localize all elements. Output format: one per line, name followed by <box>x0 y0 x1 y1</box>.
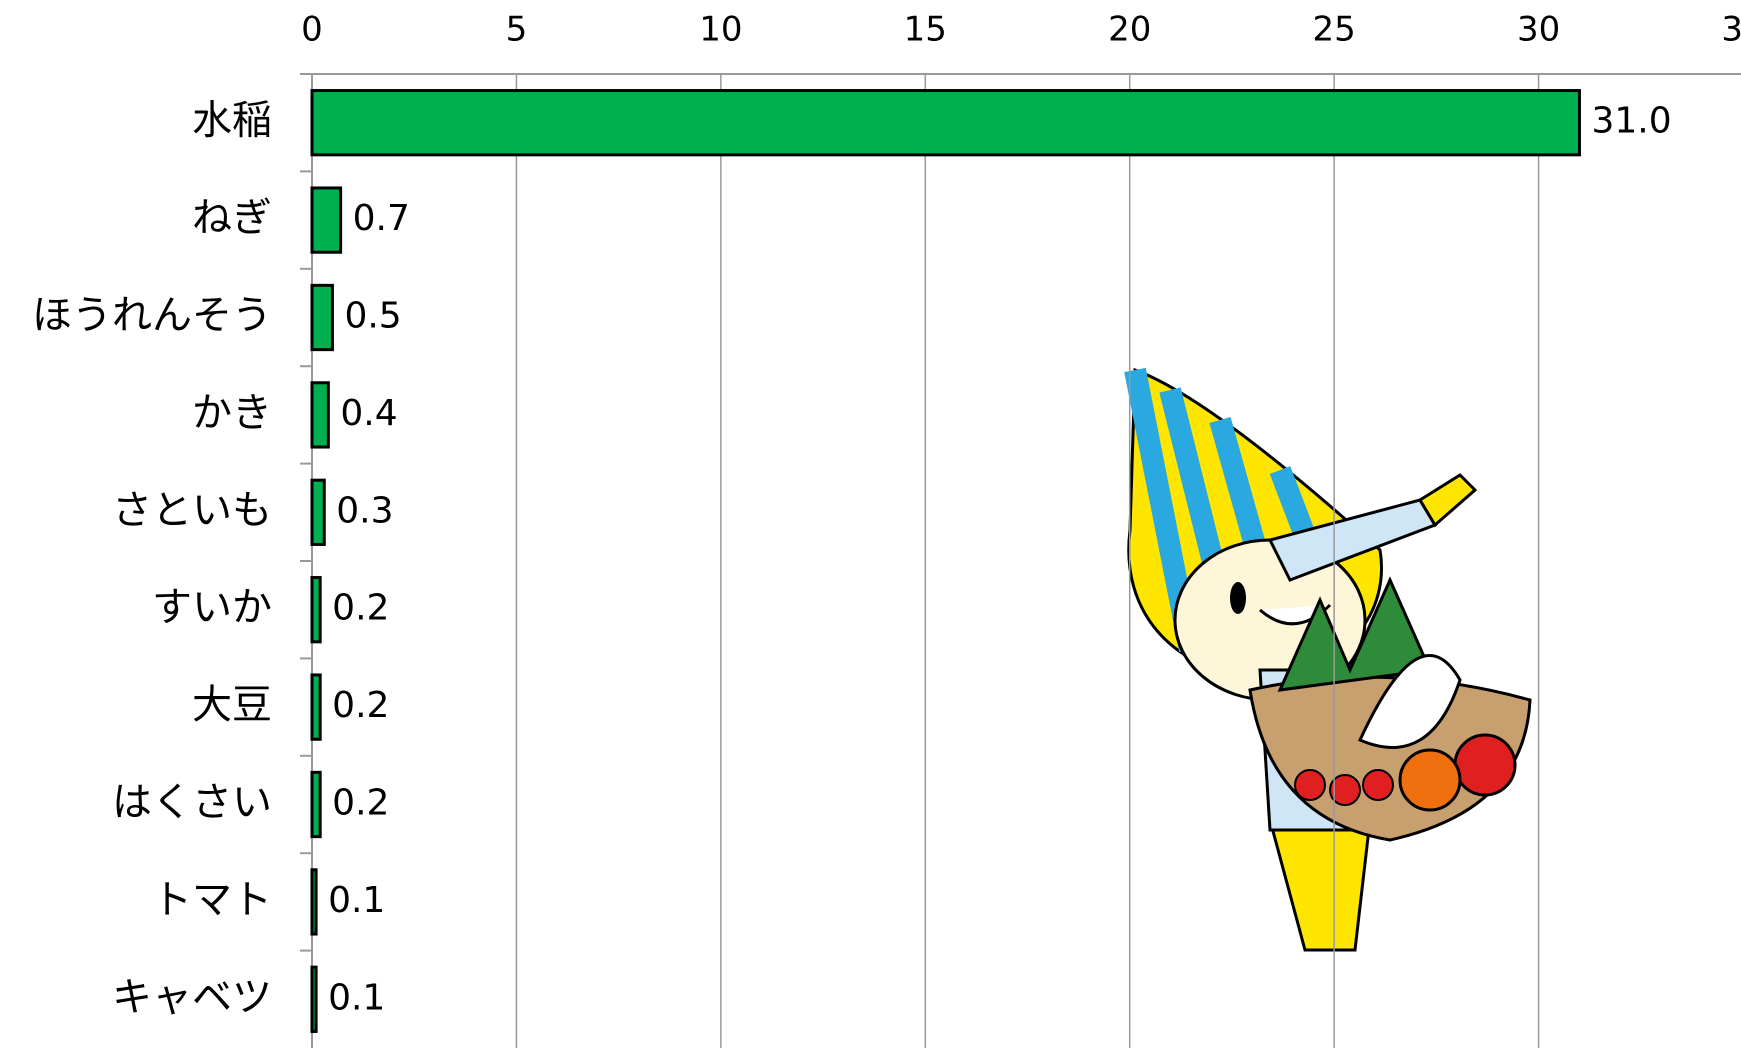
y-tick-label: キャベツ <box>112 974 272 1020</box>
y-tick-label: かき <box>192 390 272 436</box>
y-tick-label: トマト <box>152 877 272 923</box>
bar <box>312 578 320 642</box>
value-label: 0.2 <box>332 783 389 824</box>
bar <box>312 91 1579 155</box>
bar <box>312 480 324 544</box>
y-tick-label: はくさい <box>112 780 272 826</box>
value-label: 0.3 <box>336 490 393 531</box>
x-tick-label: 35 <box>1721 10 1741 50</box>
value-label: 0.5 <box>344 296 401 337</box>
y-tick-label: ほうれんそう <box>32 293 272 339</box>
bar <box>312 285 332 349</box>
x-tick-label: 15 <box>904 10 947 50</box>
y-tick-label: ねぎ <box>192 195 272 241</box>
x-tick-label: 5 <box>506 10 528 50</box>
value-label: 0.1 <box>328 977 385 1018</box>
x-tick-label: 10 <box>699 10 742 50</box>
bar <box>312 675 320 739</box>
x-tick-label: 0 <box>301 10 323 50</box>
value-label: 0.7 <box>353 198 410 239</box>
y-tick-label: すいか <box>152 585 272 631</box>
x-tick-label: 20 <box>1108 10 1151 50</box>
bar <box>312 383 328 447</box>
bar <box>312 967 316 1031</box>
y-tick-label: 大豆 <box>192 682 272 728</box>
chart: 0 5 10 15 20 25 30 35 水稲 31.0 ねぎ 0.7 ほうれんそう 0.5 かき 0.4 さ… <box>0 0 1741 1048</box>
value-label: 0.4 <box>340 393 397 434</box>
value-label: 0.1 <box>328 880 385 921</box>
value-label: 0.2 <box>332 588 389 629</box>
mascot <box>1129 370 1530 950</box>
value-label: 0.2 <box>332 685 389 726</box>
y-tick-label: 水稲 <box>192 98 272 144</box>
y-tick-label: さといも <box>112 487 272 533</box>
value-label: 31.0 <box>1591 101 1671 142</box>
bar <box>312 772 320 836</box>
bar <box>312 870 316 934</box>
bar <box>312 188 341 252</box>
x-tick-label: 25 <box>1313 10 1356 50</box>
x-tick-label: 30 <box>1517 10 1560 50</box>
